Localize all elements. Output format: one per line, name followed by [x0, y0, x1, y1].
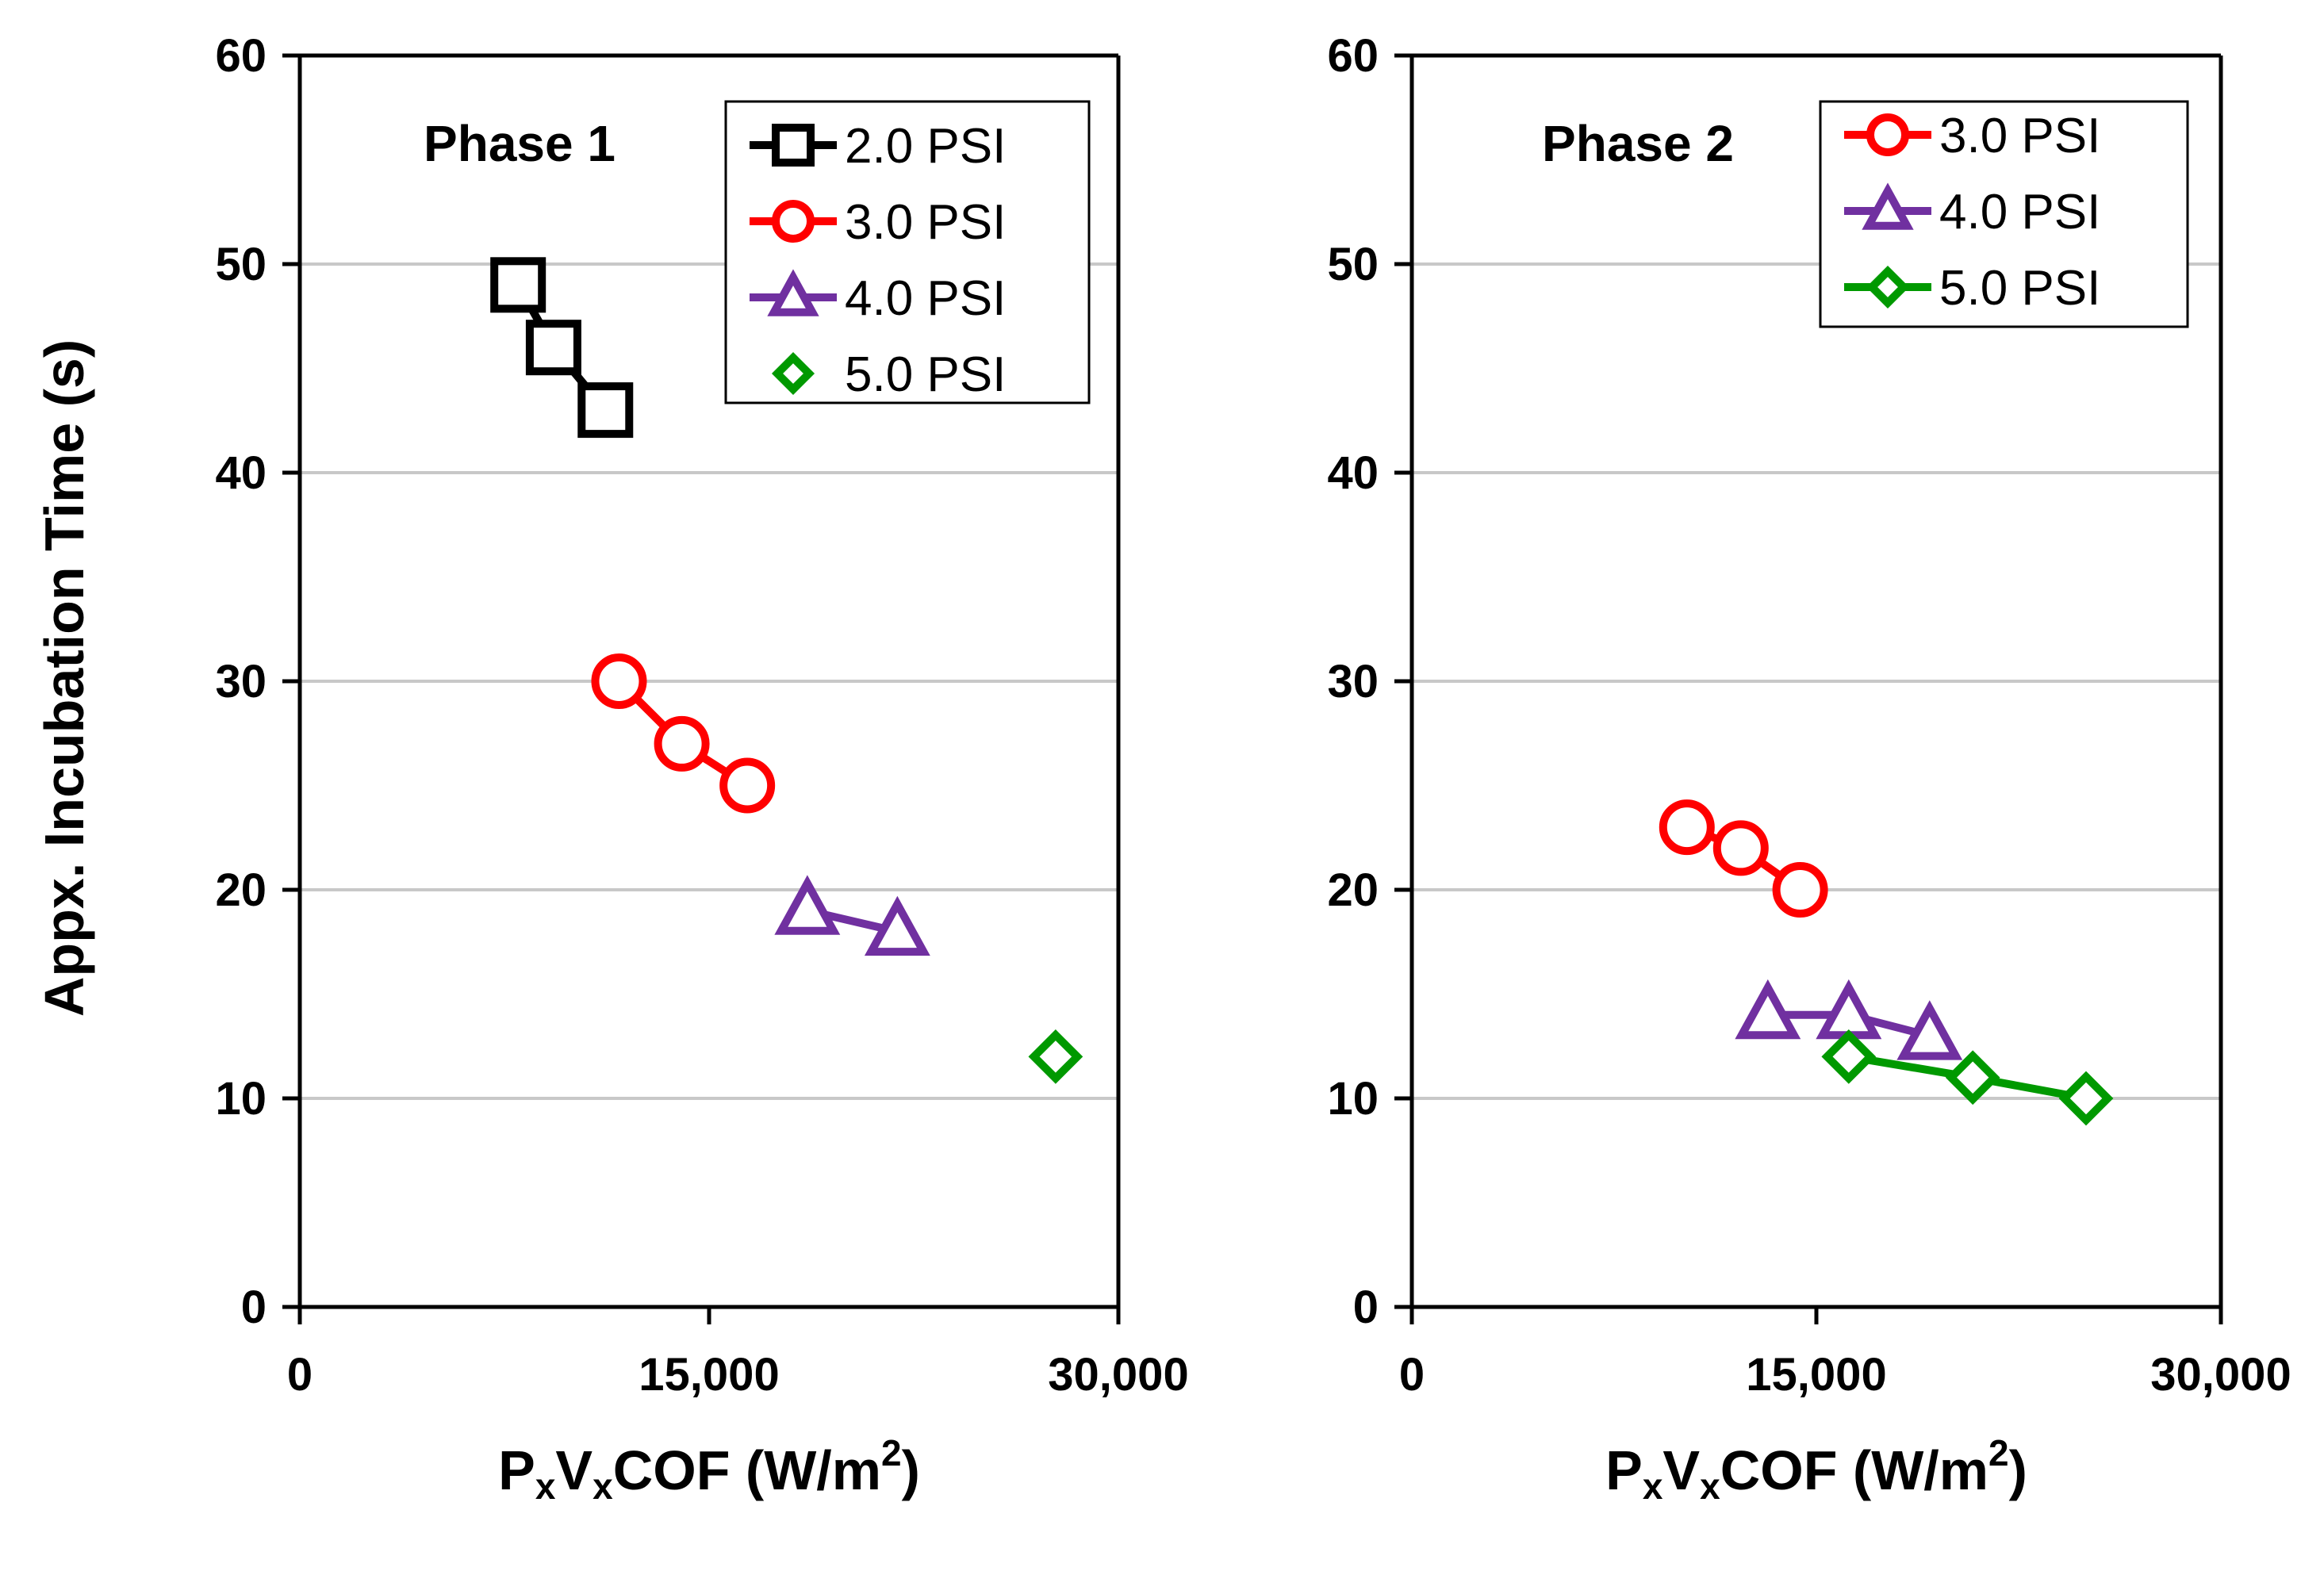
panel1-series-3-0-psi-point-2: [654, 715, 710, 772]
panel1-legend-4-0-psi-marker: [767, 269, 819, 316]
panel1-series-5-0-psi-point-1: [1028, 1029, 1083, 1084]
panel2-x-axis-label: PxVxCOF (W/m2): [1605, 1432, 2027, 1507]
panel2-ytick-label-50: 50: [1327, 239, 1379, 290]
panel2-series-4-0-psi-point-1: [1735, 979, 1801, 1040]
panel2-ytick-label-30: 30: [1327, 656, 1379, 707]
panel2-ytick-label-20: 20: [1327, 864, 1379, 916]
panel1-legend-3-0-psi-label: 3.0 PSI: [845, 195, 1006, 250]
panel1-legend-5-0-psi-label: 5.0 PSI: [845, 347, 1006, 402]
panel2-series-5-0-psi-point-3: [2058, 1071, 2114, 1126]
panel1-xtick-label-15,000: 15,000: [639, 1349, 779, 1401]
panel1-series-3-0-psi-point-1: [591, 653, 647, 709]
panel1-legend-5-0-psi-marker: [771, 351, 815, 396]
panel2-legend-3-0-psi-marker: [1866, 113, 1909, 156]
panel1-ytick-label-60: 60: [215, 30, 267, 82]
panel2-legend-4-0-psi-label: 4.0 PSI: [1939, 185, 2100, 240]
panel2-xtick-label-0: 0: [1399, 1349, 1425, 1401]
panel1-series-3-0-psi-point-3: [719, 757, 776, 814]
panel2-xtick-label-30,000: 30,000: [2150, 1349, 2291, 1401]
panel1-x-axis-label-part-3: x: [593, 1466, 613, 1507]
panel1-ytick-label-20: 20: [215, 864, 267, 916]
panel1-legend-2-0-psi-marker: [772, 124, 815, 167]
panel1-x-axis-label-part-4: COF (W/m: [613, 1439, 881, 1501]
panel2-x-axis-label-part-0: P: [1605, 1439, 1643, 1501]
panel1-legend-3-0-psi-marker: [772, 200, 815, 243]
panel1-xtick-label-0: 0: [287, 1349, 313, 1401]
panel1-legend-2-0-psi-label: 2.0 PSI: [845, 119, 1006, 174]
panel2-series-3-0-psi-point-2: [1712, 820, 1769, 876]
panel2-ytick-label-10: 10: [1327, 1073, 1379, 1125]
panel2-series-5-0-psi-point-2: [1945, 1050, 2000, 1106]
series-layer: [490, 257, 2114, 1126]
panel1-series-4-0-psi-point-2: [864, 895, 930, 956]
legend-layer: 2.0 PSI 3.0 PSI 4.0 PSI 5.0 PSI 3.0 PSI 4.0 P…: [724, 100, 2189, 404]
panel1-x-axis-label-part-0: P: [498, 1439, 535, 1501]
panel1-xtick-label-30,000: 30,000: [1048, 1349, 1188, 1401]
panel1-series-2-0-psi-point-2: [525, 320, 581, 376]
panel1-x-axis-label: PxVxCOF (W/m2): [498, 1432, 920, 1507]
panel2-legend-3-0-psi-label: 3.0 PSI: [1939, 109, 2100, 163]
panel1-series-2-0-psi-point-3: [577, 382, 634, 439]
panel1-ytick-label-10: 10: [215, 1073, 267, 1125]
panel2-series-3-0-psi-point-3: [1772, 862, 1828, 918]
panel1-series-2-0-psi-point-1: [490, 257, 546, 313]
panel1-x-axis-label-part-1: x: [535, 1466, 556, 1507]
panel1-x-axis-label-part-5: 2: [881, 1432, 902, 1473]
panel1-x-axis-label-part-6: ): [902, 1439, 920, 1501]
panel1-ytick-label-40: 40: [215, 447, 267, 499]
panel2-ytick-label-40: 40: [1327, 447, 1379, 499]
panel2-ytick-label-60: 60: [1327, 30, 1379, 82]
panel1-ytick-label-0: 0: [241, 1282, 267, 1333]
panel2-x-axis-label-part-1: x: [1643, 1466, 1663, 1507]
panel1-legend-4-0-psi-label: 4.0 PSI: [845, 271, 1006, 326]
panel2-series-5-0-psi-point-1: [1821, 1029, 1877, 1084]
panel2-title: Phase 2: [1542, 115, 1734, 172]
panel2-legend-5-0-psi-label: 5.0 PSI: [1939, 261, 2100, 316]
panel1-series-4-0-psi-point-1: [774, 875, 841, 935]
panel2-ytick-label-0: 0: [1353, 1282, 1379, 1333]
panel2-x-axis-label-part-3: x: [1700, 1466, 1720, 1507]
panel2-x-axis-label-part-5: 2: [1988, 1432, 2009, 1473]
panel1-x-axis-label-part-2: V: [555, 1439, 593, 1501]
panel2-series-4-0-psi-point-3: [1896, 1000, 1963, 1060]
panel2-x-axis-label-part-6: ): [2009, 1439, 2027, 1501]
panel2-x-axis-label-part-4: COF (W/m: [1720, 1439, 1988, 1501]
panel2-series-3-0-psi-point-1: [1659, 799, 1715, 856]
panel2-xtick-label-15,000: 15,000: [1746, 1349, 1886, 1401]
panel2-legend-4-0-psi-marker: [1862, 182, 1914, 230]
panel1-title: Phase 1: [424, 115, 616, 172]
panel1-ytick-label-30: 30: [215, 656, 267, 707]
y-axis-label: Appx. Incubation Time (s): [33, 339, 95, 1017]
panel2-x-axis-label-part-2: V: [1662, 1439, 1700, 1501]
panel1-ytick-label-50: 50: [215, 239, 267, 290]
panel2-legend-5-0-psi-marker: [1866, 265, 1910, 309]
